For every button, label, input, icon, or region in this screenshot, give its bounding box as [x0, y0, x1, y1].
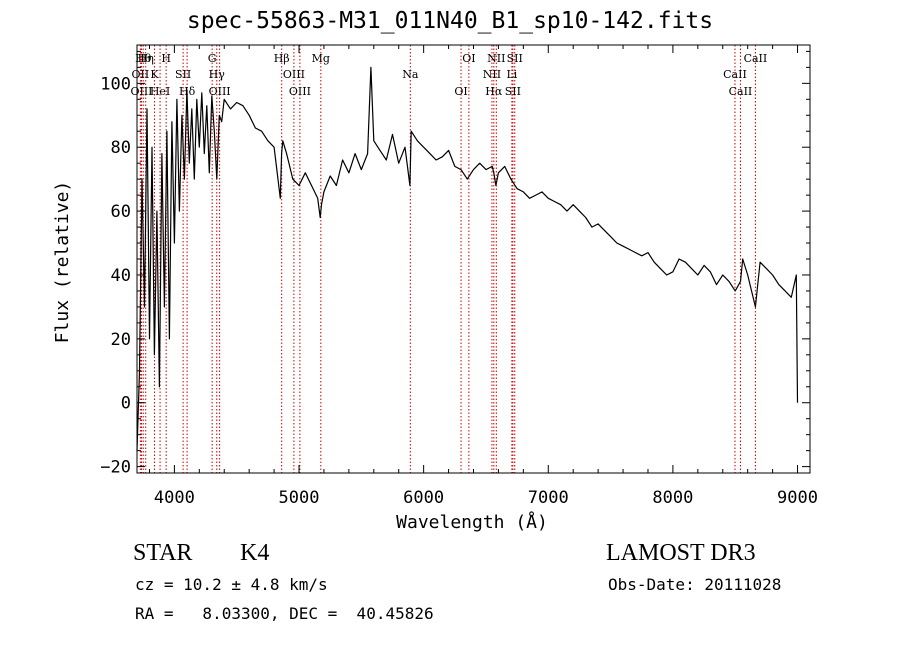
obs-date-text: Obs-Date: 20111028: [608, 575, 782, 594]
y-tick-label: 60: [111, 202, 131, 222]
line-marker-label: OIII: [209, 85, 231, 98]
x-tick-label: 8000: [652, 488, 693, 508]
line-marker-label: SII: [175, 68, 191, 81]
line-marker-label: OIII: [289, 85, 311, 98]
line-markers: [139, 45, 756, 473]
x-tick-label: 9000: [777, 488, 818, 508]
x-tick-label: 4000: [154, 488, 195, 508]
x-tick-label: 6000: [403, 488, 444, 508]
line-marker-label: NII: [487, 52, 505, 65]
line-marker-label: SII: [505, 85, 521, 98]
line-marker-label: OIII: [283, 68, 305, 81]
line-marker-label: CaII: [723, 68, 747, 81]
line-marker-label: OIII: [130, 85, 152, 98]
line-marker-label: Mg: [312, 52, 330, 65]
y-tick-label: 40: [111, 266, 131, 286]
y-tick-label: 100: [100, 74, 131, 94]
y-axis-ticks: −20 0 20 40 60 80 100: [100, 50, 810, 478]
coordinates-text: RA = 8.03300, DEC = 40.45826: [135, 604, 434, 623]
plot-frame: [136, 44, 811, 474]
line-marker-label: Hγ: [209, 68, 226, 81]
chart-title: spec-55863-M31_011N40_B1_sp10-142.fits: [186, 8, 714, 34]
line-marker-labels: HθOIIOIIIHηKHeIHSIIHδGHγOIIIHβOIIIOIIIMg…: [130, 52, 767, 98]
y-tick-label: 20: [111, 330, 131, 350]
line-marker-label: Na: [402, 68, 419, 81]
y-tick-label: 80: [111, 138, 131, 158]
line-marker-label: NII: [483, 68, 501, 81]
line-marker-label: CaII: [744, 52, 768, 65]
line-marker-label: OI: [462, 52, 475, 65]
line-marker-label: OII: [132, 68, 150, 81]
line-marker-label: Hβ: [274, 52, 290, 65]
x-axis-label: Wavelength (Å): [396, 511, 548, 533]
subclass-label: K4: [240, 540, 270, 566]
class-label: STAR: [133, 540, 193, 566]
line-marker-label: G: [208, 52, 217, 65]
survey-label: LAMOST DR3: [606, 540, 756, 566]
x-axis-ticks: 4000 5000 6000 7000 8000 9000: [148, 45, 818, 508]
spectrum-line: [136, 66, 799, 451]
line-marker-label: OI: [454, 85, 467, 98]
line-marker-label: H: [161, 52, 171, 65]
line-marker-label: SII: [507, 52, 523, 65]
x-tick-label: 5000: [279, 488, 320, 508]
line-marker-label: Li: [506, 68, 517, 81]
line-marker-label: Hθ: [135, 52, 152, 65]
y-axis-label: Flux (relative): [52, 181, 73, 344]
line-marker-label: CaII: [729, 85, 753, 98]
y-tick-label: 0: [121, 394, 131, 414]
y-tick-label: −20: [100, 458, 131, 478]
line-marker-label: Hη: [138, 52, 154, 65]
x-tick-label: 7000: [528, 488, 569, 508]
line-marker-label: HeI: [150, 85, 170, 98]
line-marker-label: K: [150, 68, 159, 81]
line-marker-label: Hα: [485, 85, 503, 98]
redshift-text: cz = 10.2 ± 4.8 km/s: [135, 575, 328, 594]
